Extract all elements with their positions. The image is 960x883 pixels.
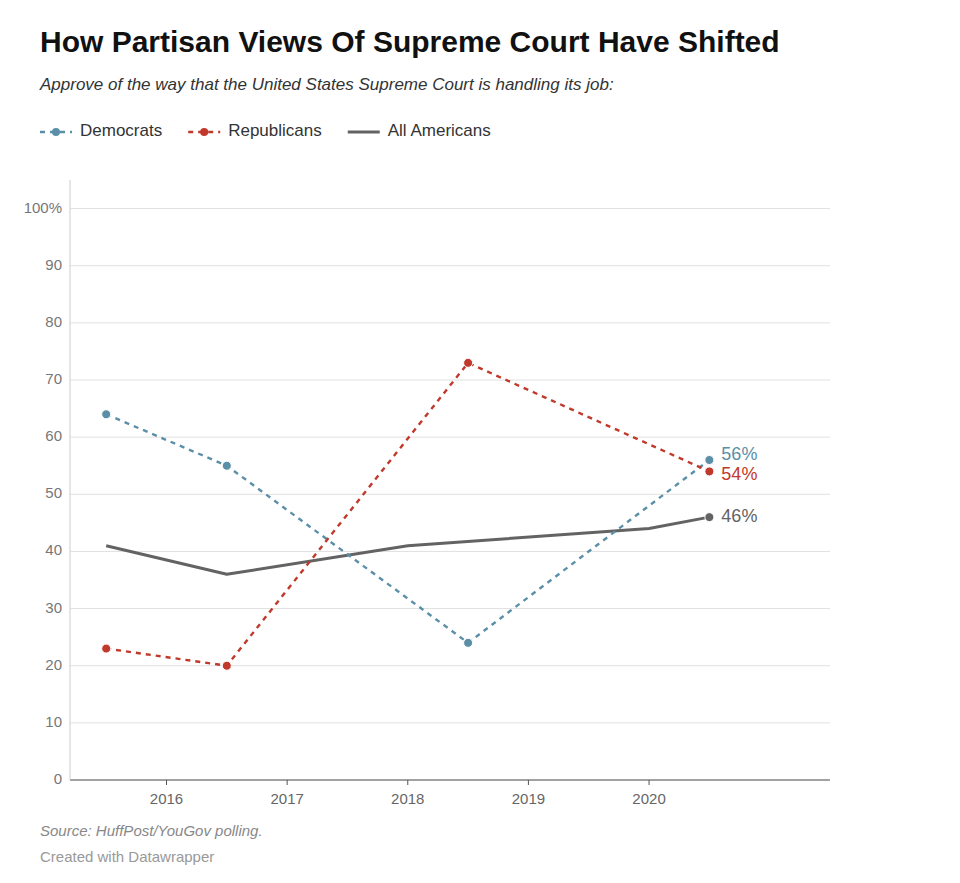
point [222, 461, 231, 470]
y-tick-label: 10 [45, 713, 62, 730]
y-tick-label: 30 [45, 599, 62, 616]
grid-line [70, 265, 830, 266]
point [102, 644, 111, 653]
legend-label: Democrats [80, 121, 162, 140]
x-tick [166, 780, 167, 785]
y-tick-label: 80 [45, 313, 62, 330]
legend-label: All Americans [388, 121, 491, 140]
grid-line [70, 494, 830, 495]
line [106, 414, 709, 643]
point [705, 513, 714, 522]
point [705, 467, 714, 476]
x-axis-line [70, 779, 830, 780]
y-tick-label: 50 [45, 484, 62, 501]
point [102, 410, 111, 419]
legend-item: Democrats [40, 121, 162, 140]
grid-line [70, 608, 830, 609]
source: Source: HuffPost/YouGov polling. [40, 822, 263, 839]
end-label: 56% [721, 444, 757, 464]
credit: Created with Datawrapper [40, 848, 214, 865]
end-label: 54% [721, 464, 757, 484]
point [464, 358, 473, 367]
y-axis-line [70, 180, 71, 780]
end-label: 46% [721, 506, 757, 526]
y-tick-label: 70 [45, 370, 62, 387]
x-tick-label: 2018 [391, 790, 424, 807]
x-tick-label: 2017 [270, 790, 303, 807]
legend-item: Republicans [188, 121, 322, 140]
x-tick [649, 780, 650, 785]
legend-marker [52, 128, 60, 136]
series [102, 410, 714, 648]
series [106, 513, 714, 575]
x-tick-label: 2019 [512, 790, 545, 807]
grid-line [70, 665, 830, 666]
grid-line [70, 780, 830, 781]
legend-item: All Americans [348, 121, 491, 140]
y-grid [70, 209, 830, 780]
x-tick [287, 780, 288, 785]
legend: Democrats Republicans All Americans [40, 121, 491, 140]
x-tick [407, 780, 408, 785]
y-tick-label: 40 [45, 541, 62, 558]
series [102, 358, 714, 670]
y-tick-label: 60 [45, 427, 62, 444]
legend-marker [200, 128, 208, 136]
subtitle: Approve of the way that the United State… [39, 75, 614, 94]
point [464, 638, 473, 647]
grid-line [70, 551, 830, 552]
x-tick-label: 2020 [632, 790, 665, 807]
legend-swatch [348, 131, 380, 134]
grid-line [70, 322, 830, 323]
grid-line [70, 722, 830, 723]
x-tick [528, 780, 529, 785]
title: How Partisan Views Of Supreme Court Have… [40, 25, 780, 58]
point [222, 661, 231, 670]
grid-line [70, 437, 830, 438]
legend-label: Republicans [228, 121, 322, 140]
y-tick-label: 0 [54, 770, 62, 787]
grid-line [70, 208, 830, 209]
line [106, 517, 709, 574]
plot-area [102, 358, 714, 670]
chart: How Partisan Views Of Supreme Court Have… [0, 0, 960, 883]
y-tick-label: 100% [24, 199, 62, 216]
y-tick-label: 20 [45, 656, 62, 673]
line [106, 363, 709, 666]
grid-line [70, 380, 830, 381]
x-tick-label: 2016 [150, 790, 183, 807]
y-tick-label: 90 [45, 256, 62, 273]
point [705, 456, 714, 465]
